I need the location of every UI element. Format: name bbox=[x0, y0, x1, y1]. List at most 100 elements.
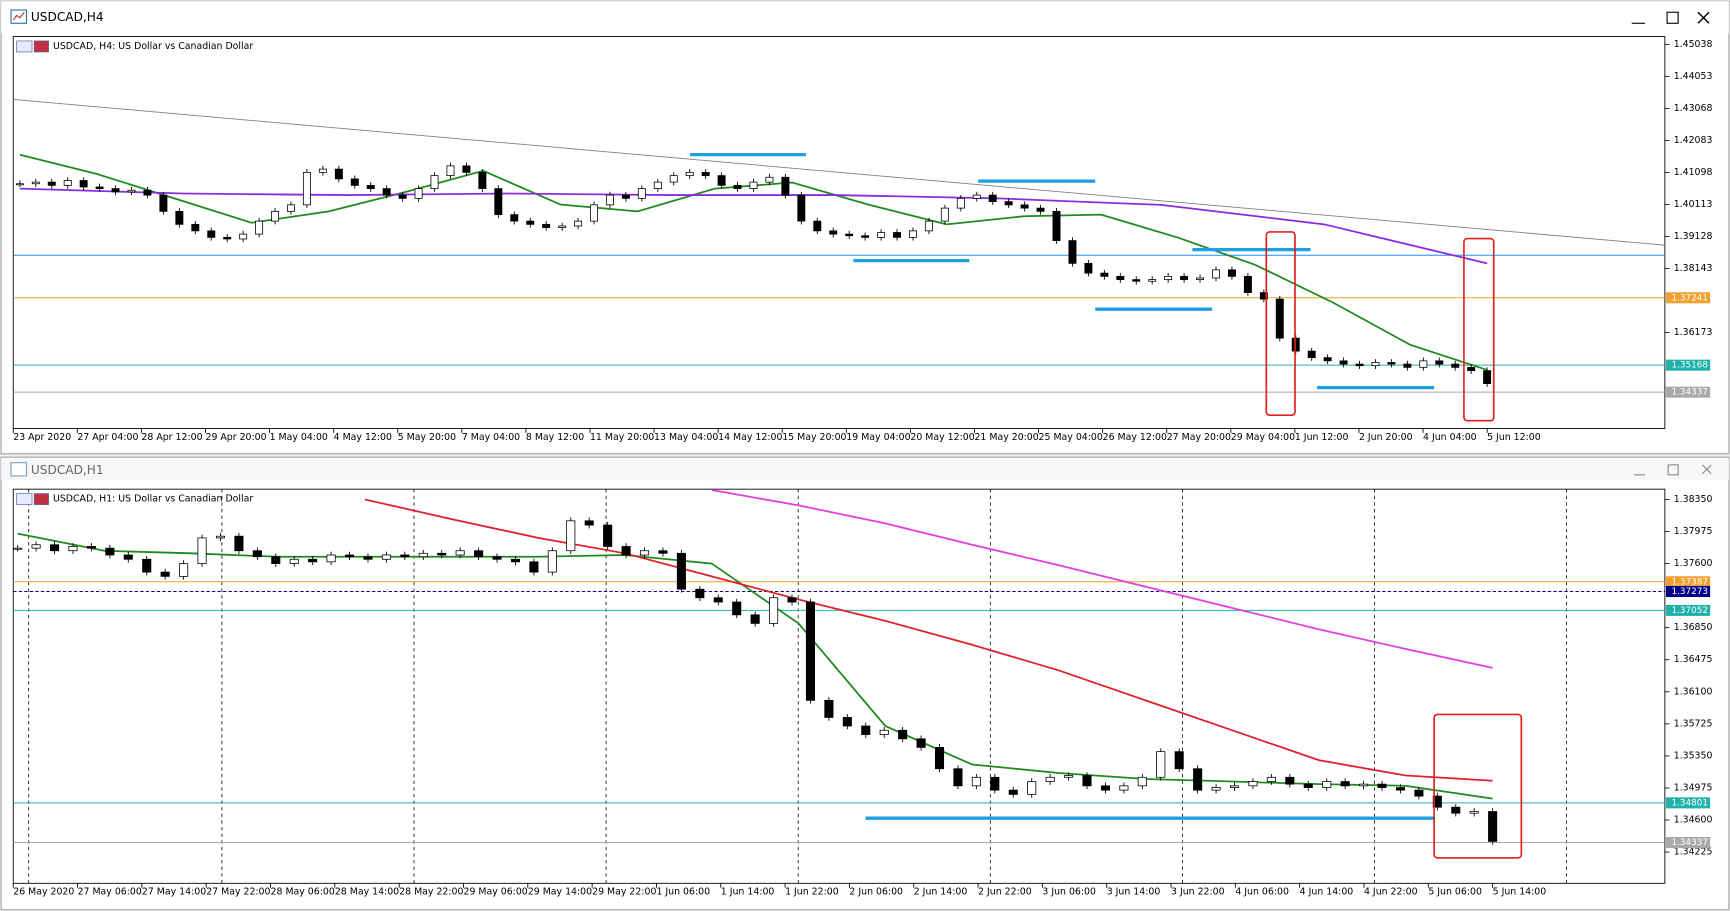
candle-body bbox=[940, 207, 949, 222]
candle-body bbox=[287, 204, 295, 212]
chart-layer: USDCAD, H4: US Dollar vs Canadian Dollar… bbox=[12, 39, 1713, 443]
x-tick-label: 3 Jun 14:00 bbox=[1107, 887, 1161, 898]
candle-body bbox=[334, 168, 343, 180]
candle-body bbox=[400, 554, 410, 558]
highlight-boxes[interactable] bbox=[1265, 231, 1523, 859]
candle-body bbox=[179, 563, 189, 577]
candle-body bbox=[1116, 275, 1125, 280]
y-tick-label: 1.37600 bbox=[1674, 558, 1713, 569]
title-bar[interactable] bbox=[1, 1, 1729, 34]
candle-body bbox=[1119, 785, 1129, 791]
candle-body bbox=[63, 180, 72, 186]
candle-body bbox=[805, 601, 815, 701]
candle-body bbox=[621, 546, 631, 556]
candle-body bbox=[430, 175, 439, 190]
candle-body bbox=[1196, 277, 1205, 280]
y-tick-label: 1.42083 bbox=[1674, 135, 1713, 146]
candle-body bbox=[971, 776, 981, 787]
candle-body bbox=[142, 558, 152, 573]
candle-body bbox=[13, 547, 23, 550]
maximize-button[interactable] bbox=[1666, 11, 1679, 24]
y-tick-label: 1.45038 bbox=[1674, 39, 1713, 50]
candle-body bbox=[15, 183, 24, 186]
x-tick-label: 13 May 04:00 bbox=[654, 432, 718, 443]
candle-body bbox=[191, 223, 200, 232]
close-button[interactable] bbox=[1697, 11, 1710, 24]
candle-body bbox=[455, 550, 465, 556]
x-tick-label: 25 May 04:00 bbox=[1039, 432, 1103, 443]
candle-body bbox=[1419, 360, 1428, 368]
trendline[interactable] bbox=[13, 99, 1665, 246]
window-title: USDCAD,H4 bbox=[31, 10, 104, 24]
maximize-button[interactable] bbox=[1667, 464, 1679, 476]
candle-body bbox=[68, 546, 78, 552]
candle-body bbox=[418, 552, 428, 558]
candle-body bbox=[542, 223, 551, 228]
candle-body bbox=[898, 729, 908, 740]
candle-body bbox=[326, 554, 336, 563]
candle-body bbox=[566, 520, 576, 552]
level-label: 1.37052 bbox=[1671, 606, 1708, 616]
candle-body bbox=[1137, 776, 1147, 787]
candle-body bbox=[1132, 279, 1141, 282]
candle-body bbox=[175, 210, 184, 225]
candle-body bbox=[685, 171, 694, 177]
candle-body bbox=[1243, 275, 1252, 293]
plot-area[interactable] bbox=[12, 488, 1666, 884]
candle-body bbox=[197, 537, 207, 564]
level-label: 1.35168 bbox=[1671, 361, 1708, 371]
y-tick-label: 1.40113 bbox=[1674, 199, 1713, 210]
chart-label: USDCAD, H4: US Dollar vs Canadian Dollar bbox=[53, 41, 253, 52]
x-tick-label: 29 May 04:00 bbox=[1231, 432, 1295, 443]
x-tick-label: 28 May 14:00 bbox=[335, 887, 399, 898]
x-tick-label: 5 May 20:00 bbox=[398, 432, 456, 443]
x-tick-label: 27 May 14:00 bbox=[142, 887, 206, 898]
candle-body bbox=[86, 546, 96, 549]
level-label: 1.34337 bbox=[1671, 388, 1708, 398]
candle-body bbox=[558, 225, 567, 228]
candle-body bbox=[462, 165, 471, 173]
x-tick-label: 2 Jun 20:00 bbox=[1359, 432, 1413, 443]
candle-body bbox=[510, 214, 519, 222]
window-icon bbox=[10, 462, 28, 477]
candle-body bbox=[143, 189, 152, 196]
candle-body bbox=[95, 186, 104, 190]
candle-body bbox=[207, 230, 216, 238]
indicator-line bbox=[19, 187, 1488, 265]
title-bar[interactable] bbox=[1, 458, 1729, 481]
candle-body bbox=[1045, 776, 1055, 782]
candle-body bbox=[494, 188, 503, 216]
candle-body bbox=[366, 184, 375, 190]
level-label: 1.34801 bbox=[1671, 798, 1708, 808]
candle-body bbox=[750, 614, 760, 624]
x-tick-label: 4 Jun 22:00 bbox=[1364, 887, 1418, 898]
candle-body bbox=[842, 717, 852, 727]
candle-body bbox=[603, 524, 613, 547]
candle-body bbox=[1020, 204, 1029, 209]
indicator-line bbox=[17, 532, 1493, 800]
caption-icon bbox=[33, 493, 49, 505]
candle-body bbox=[1451, 806, 1461, 814]
candle-body bbox=[1469, 811, 1479, 814]
candle-body bbox=[271, 556, 281, 564]
candle-body bbox=[797, 194, 806, 222]
candle-body bbox=[271, 210, 280, 222]
x-tick-label: 26 May 12:00 bbox=[1103, 432, 1167, 443]
candle-body bbox=[1052, 210, 1061, 241]
x-tick-label: 8 May 12:00 bbox=[526, 432, 584, 443]
candle-body bbox=[308, 558, 318, 563]
candle-body bbox=[621, 194, 630, 199]
candle-body bbox=[879, 729, 889, 735]
candle-body bbox=[252, 550, 262, 558]
candle-body bbox=[824, 699, 834, 718]
candle-body bbox=[31, 181, 40, 185]
support-resistance-marks[interactable] bbox=[690, 152, 1436, 820]
candle-body bbox=[255, 220, 264, 235]
close-button[interactable] bbox=[1702, 464, 1712, 475]
candle-body bbox=[105, 547, 115, 556]
chart-label: USDCAD, H1: US Dollar vs Canadian Dollar bbox=[53, 494, 253, 505]
candle-body bbox=[1483, 370, 1492, 384]
level-label: 1.37387 bbox=[1671, 577, 1708, 587]
candle-body bbox=[1100, 272, 1109, 277]
candle-body bbox=[813, 220, 822, 232]
